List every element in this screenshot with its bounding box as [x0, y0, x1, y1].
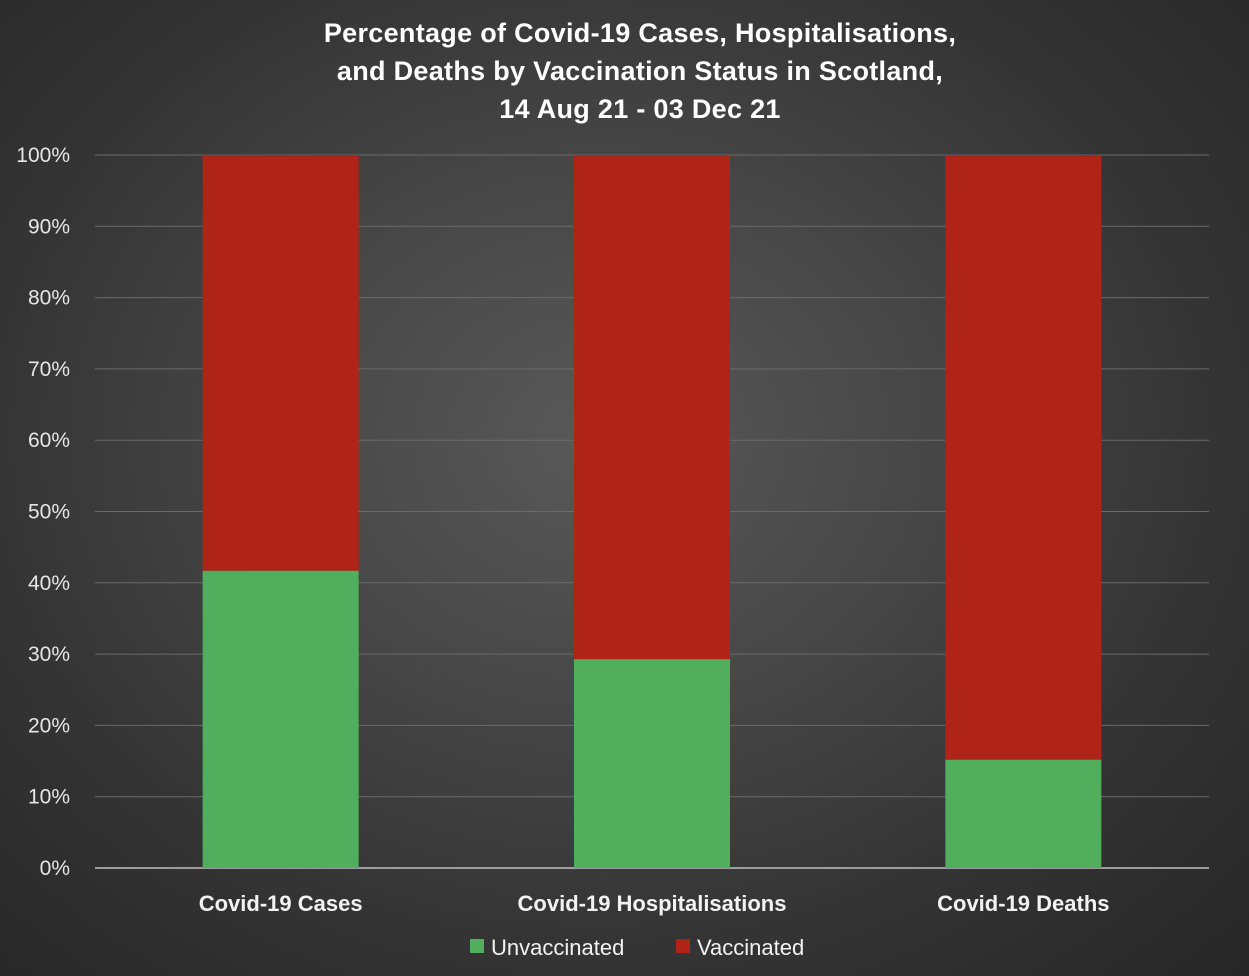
y-tick-label: 20%: [28, 714, 70, 737]
bar-unvaccinated-3: [945, 759, 1102, 868]
y-tick-label: 30%: [28, 643, 70, 666]
chart-title: Percentage of Covid-19 Cases, Hospitalis…: [0, 14, 1249, 128]
y-tick-label: 70%: [28, 358, 70, 381]
bar-vaccinated-3: [945, 155, 1102, 760]
bar-vaccinated-2: [574, 155, 730, 660]
bar-vaccinated-1: [202, 155, 359, 571]
legend-label-vaccinated: Vaccinated: [697, 935, 804, 960]
chart-title-line-3: 14 Aug 21 - 03 Dec 21: [499, 94, 781, 124]
legend-swatch-unvaccinated: [470, 939, 484, 953]
y-tick-label: 10%: [28, 786, 70, 809]
y-tick-label: 50%: [28, 501, 70, 524]
y-tick-label: 0%: [40, 857, 70, 880]
bar-unvaccinated-1: [202, 570, 359, 868]
legend-label-unvaccinated: Unvaccinated: [491, 935, 624, 960]
y-tick-label: 100%: [16, 144, 70, 167]
x-tick-label: Covid-19 Deaths: [937, 891, 1109, 916]
y-tick-label: 80%: [28, 287, 70, 310]
y-tick-label: 90%: [28, 215, 70, 238]
x-tick-label: Covid-19 Cases: [199, 891, 363, 916]
chart-title-line-1: Percentage of Covid-19 Cases, Hospitalis…: [323, 18, 957, 48]
y-tick-label: 40%: [28, 572, 70, 595]
chart-title-line-2: and Deaths by Vaccination Status in Scot…: [336, 56, 944, 86]
legend-swatch-vaccinated: [676, 939, 690, 953]
x-tick-label: Covid-19 Hospitalisations: [518, 891, 787, 916]
bar-unvaccinated-2: [574, 659, 730, 868]
y-tick-label: 60%: [28, 429, 70, 452]
